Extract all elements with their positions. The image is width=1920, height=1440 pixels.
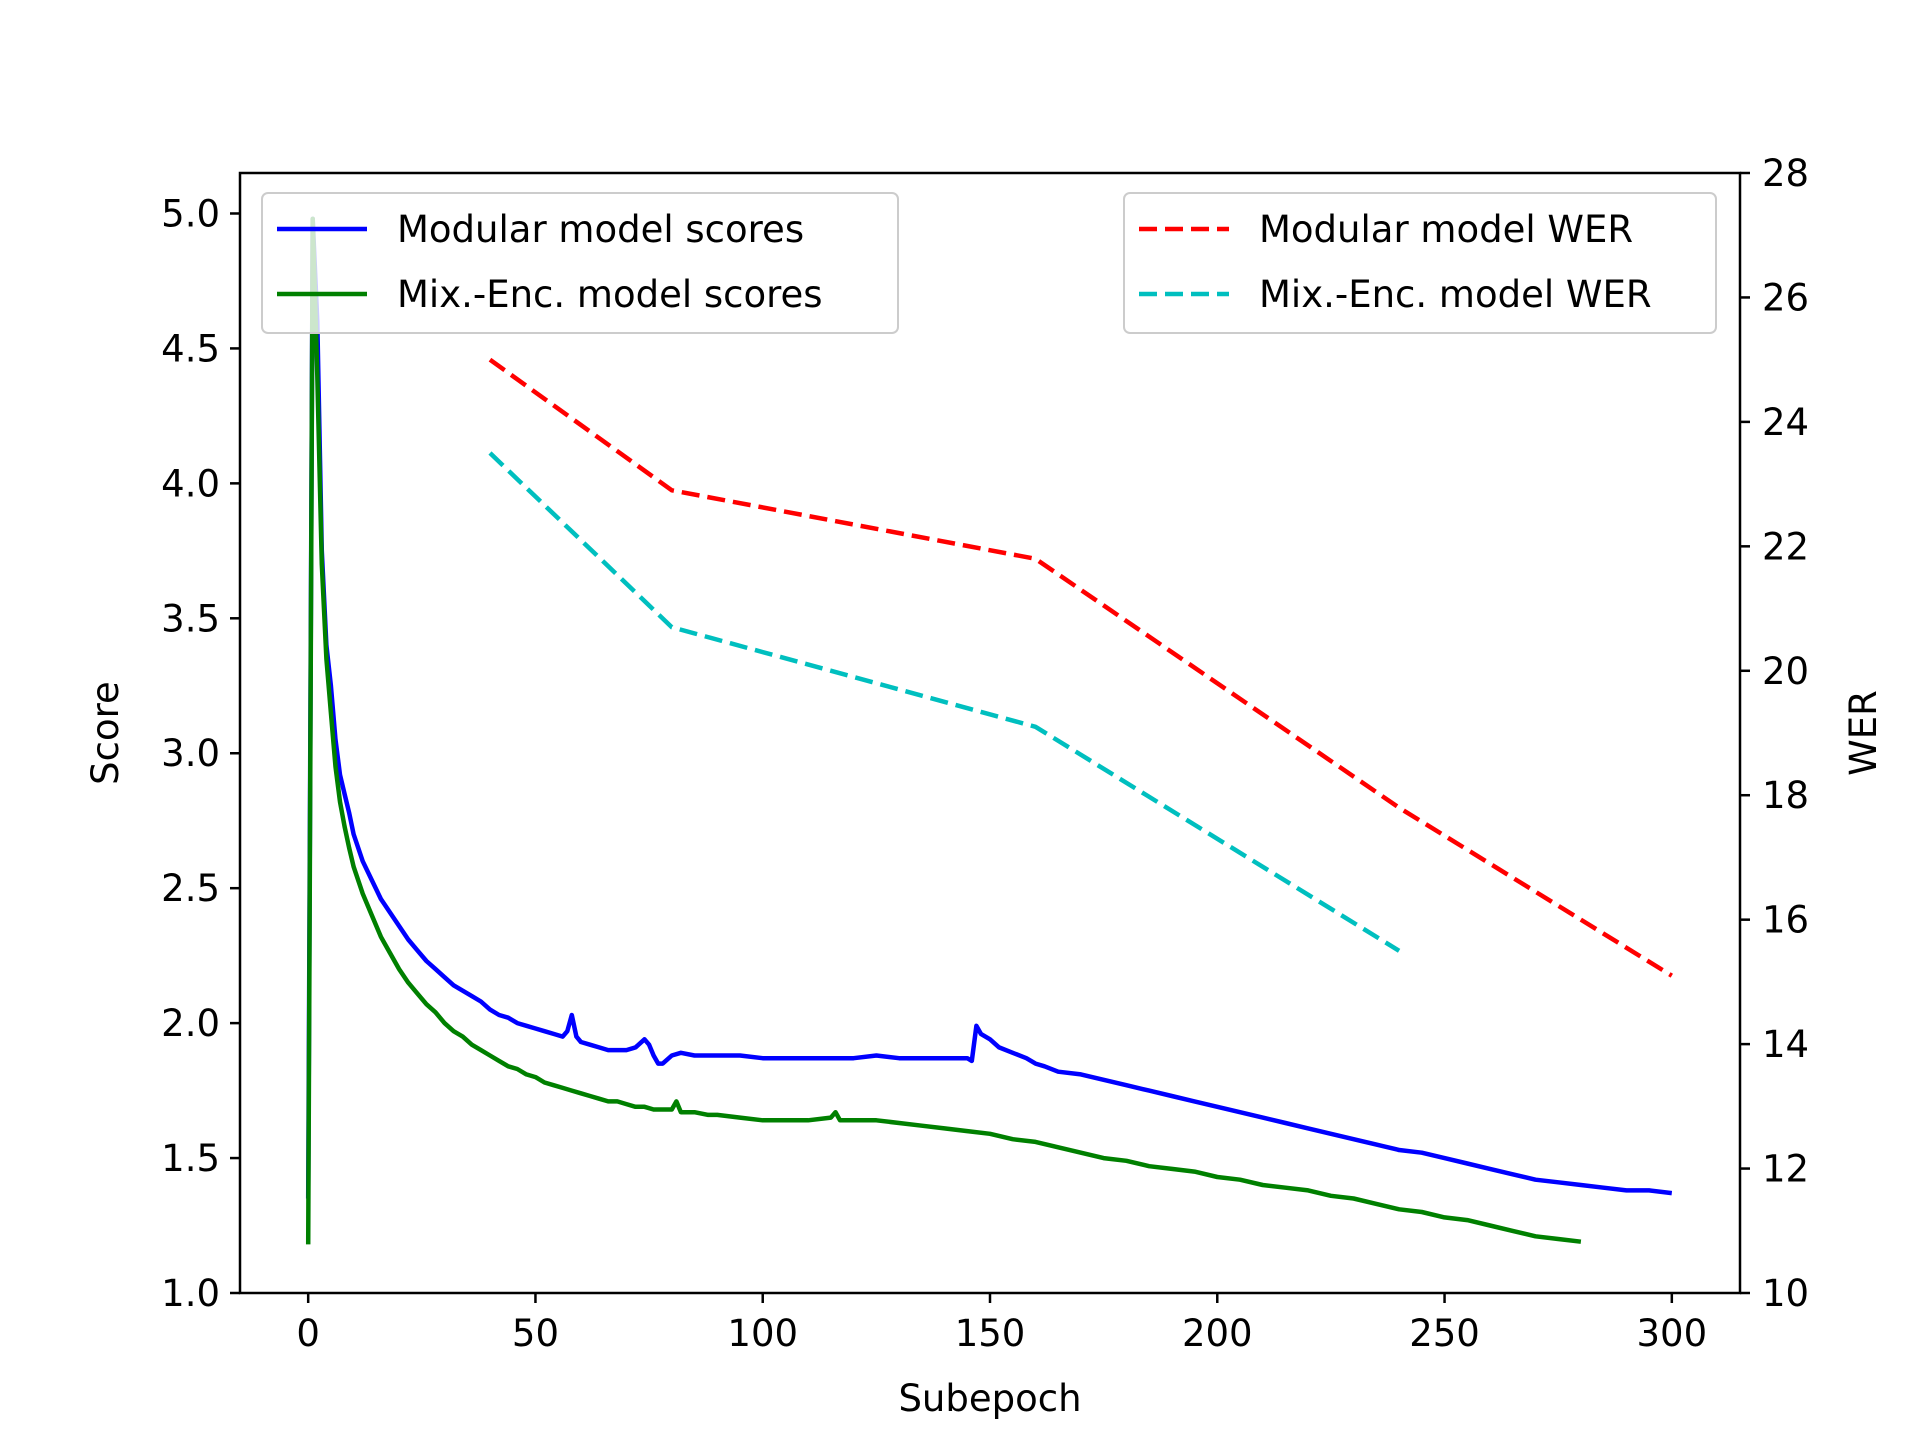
y-tick-label: 3.0 xyxy=(161,732,220,775)
legend-label-mixenc-wer: Mix.-Enc. model WER xyxy=(1259,273,1652,316)
y-tick-label: 3.5 xyxy=(161,597,220,640)
y-tick-label: 2.5 xyxy=(161,867,220,910)
series-line-1 xyxy=(305,216,1582,1245)
legend-left: Modular model scores Mix.-Enc. model sco… xyxy=(261,192,899,334)
y-right-axis-ticks: 10 12 14 16 18 20 22 24 26 28 xyxy=(1740,152,1809,1315)
y-right-axis-title: WER xyxy=(1842,690,1885,776)
y-tick-label: 5.0 xyxy=(161,192,220,235)
legend-label-modular-wer: Modular model WER xyxy=(1259,208,1633,251)
y-right-tick-label: 28 xyxy=(1762,152,1809,195)
y-right-tick-label: 12 xyxy=(1762,1148,1809,1191)
x-tick-label: 100 xyxy=(727,1312,798,1355)
y-tick-label: 1.5 xyxy=(161,1137,220,1180)
legend-label-modular-scores: Modular model scores xyxy=(397,208,804,251)
x-tick-label: 0 xyxy=(296,1312,320,1355)
series-layer xyxy=(305,216,1673,1245)
legend-right: Modular model WER Mix.-Enc. model WER xyxy=(1123,192,1717,334)
y-tick-label: 4.0 xyxy=(161,462,220,505)
y-right-tick-label: 22 xyxy=(1762,525,1809,568)
y-tick-label: 4.5 xyxy=(161,327,220,370)
x-tick-label: 150 xyxy=(955,1312,1026,1355)
y-right-tick-label: 18 xyxy=(1762,774,1809,817)
series-line-3 xyxy=(488,451,1401,953)
legend-left-box xyxy=(261,192,899,334)
x-tick-label: 250 xyxy=(1409,1312,1480,1355)
y-right-tick-label: 20 xyxy=(1762,650,1809,693)
y-right-tick-label: 24 xyxy=(1762,401,1809,444)
x-tick-label: 300 xyxy=(1637,1312,1708,1355)
x-axis-title: Subepoch xyxy=(898,1377,1081,1420)
x-tick-label: 50 xyxy=(512,1312,559,1355)
legend-right-box xyxy=(1123,192,1717,334)
x-tick-label: 200 xyxy=(1182,1312,1253,1355)
y-right-tick-label: 16 xyxy=(1762,899,1809,942)
y-tick-label: 2.0 xyxy=(161,1002,220,1045)
y-axis-title: Score xyxy=(84,681,127,785)
series-line-0 xyxy=(305,216,1673,1199)
y-right-tick-label: 26 xyxy=(1762,276,1809,319)
y-right-tick-label: 10 xyxy=(1762,1272,1809,1315)
legend-label-mixenc-scores: Mix.-Enc. model scores xyxy=(397,273,823,316)
y-tick-label: 1.0 xyxy=(161,1272,220,1315)
x-axis-ticks: 0 50 100 150 200 250 300 xyxy=(296,1293,1707,1355)
y-axis-ticks: 1.0 1.5 2.0 2.5 3.0 3.5 4.0 4.5 5.0 xyxy=(161,192,240,1315)
y-right-tick-label: 14 xyxy=(1762,1023,1809,1066)
